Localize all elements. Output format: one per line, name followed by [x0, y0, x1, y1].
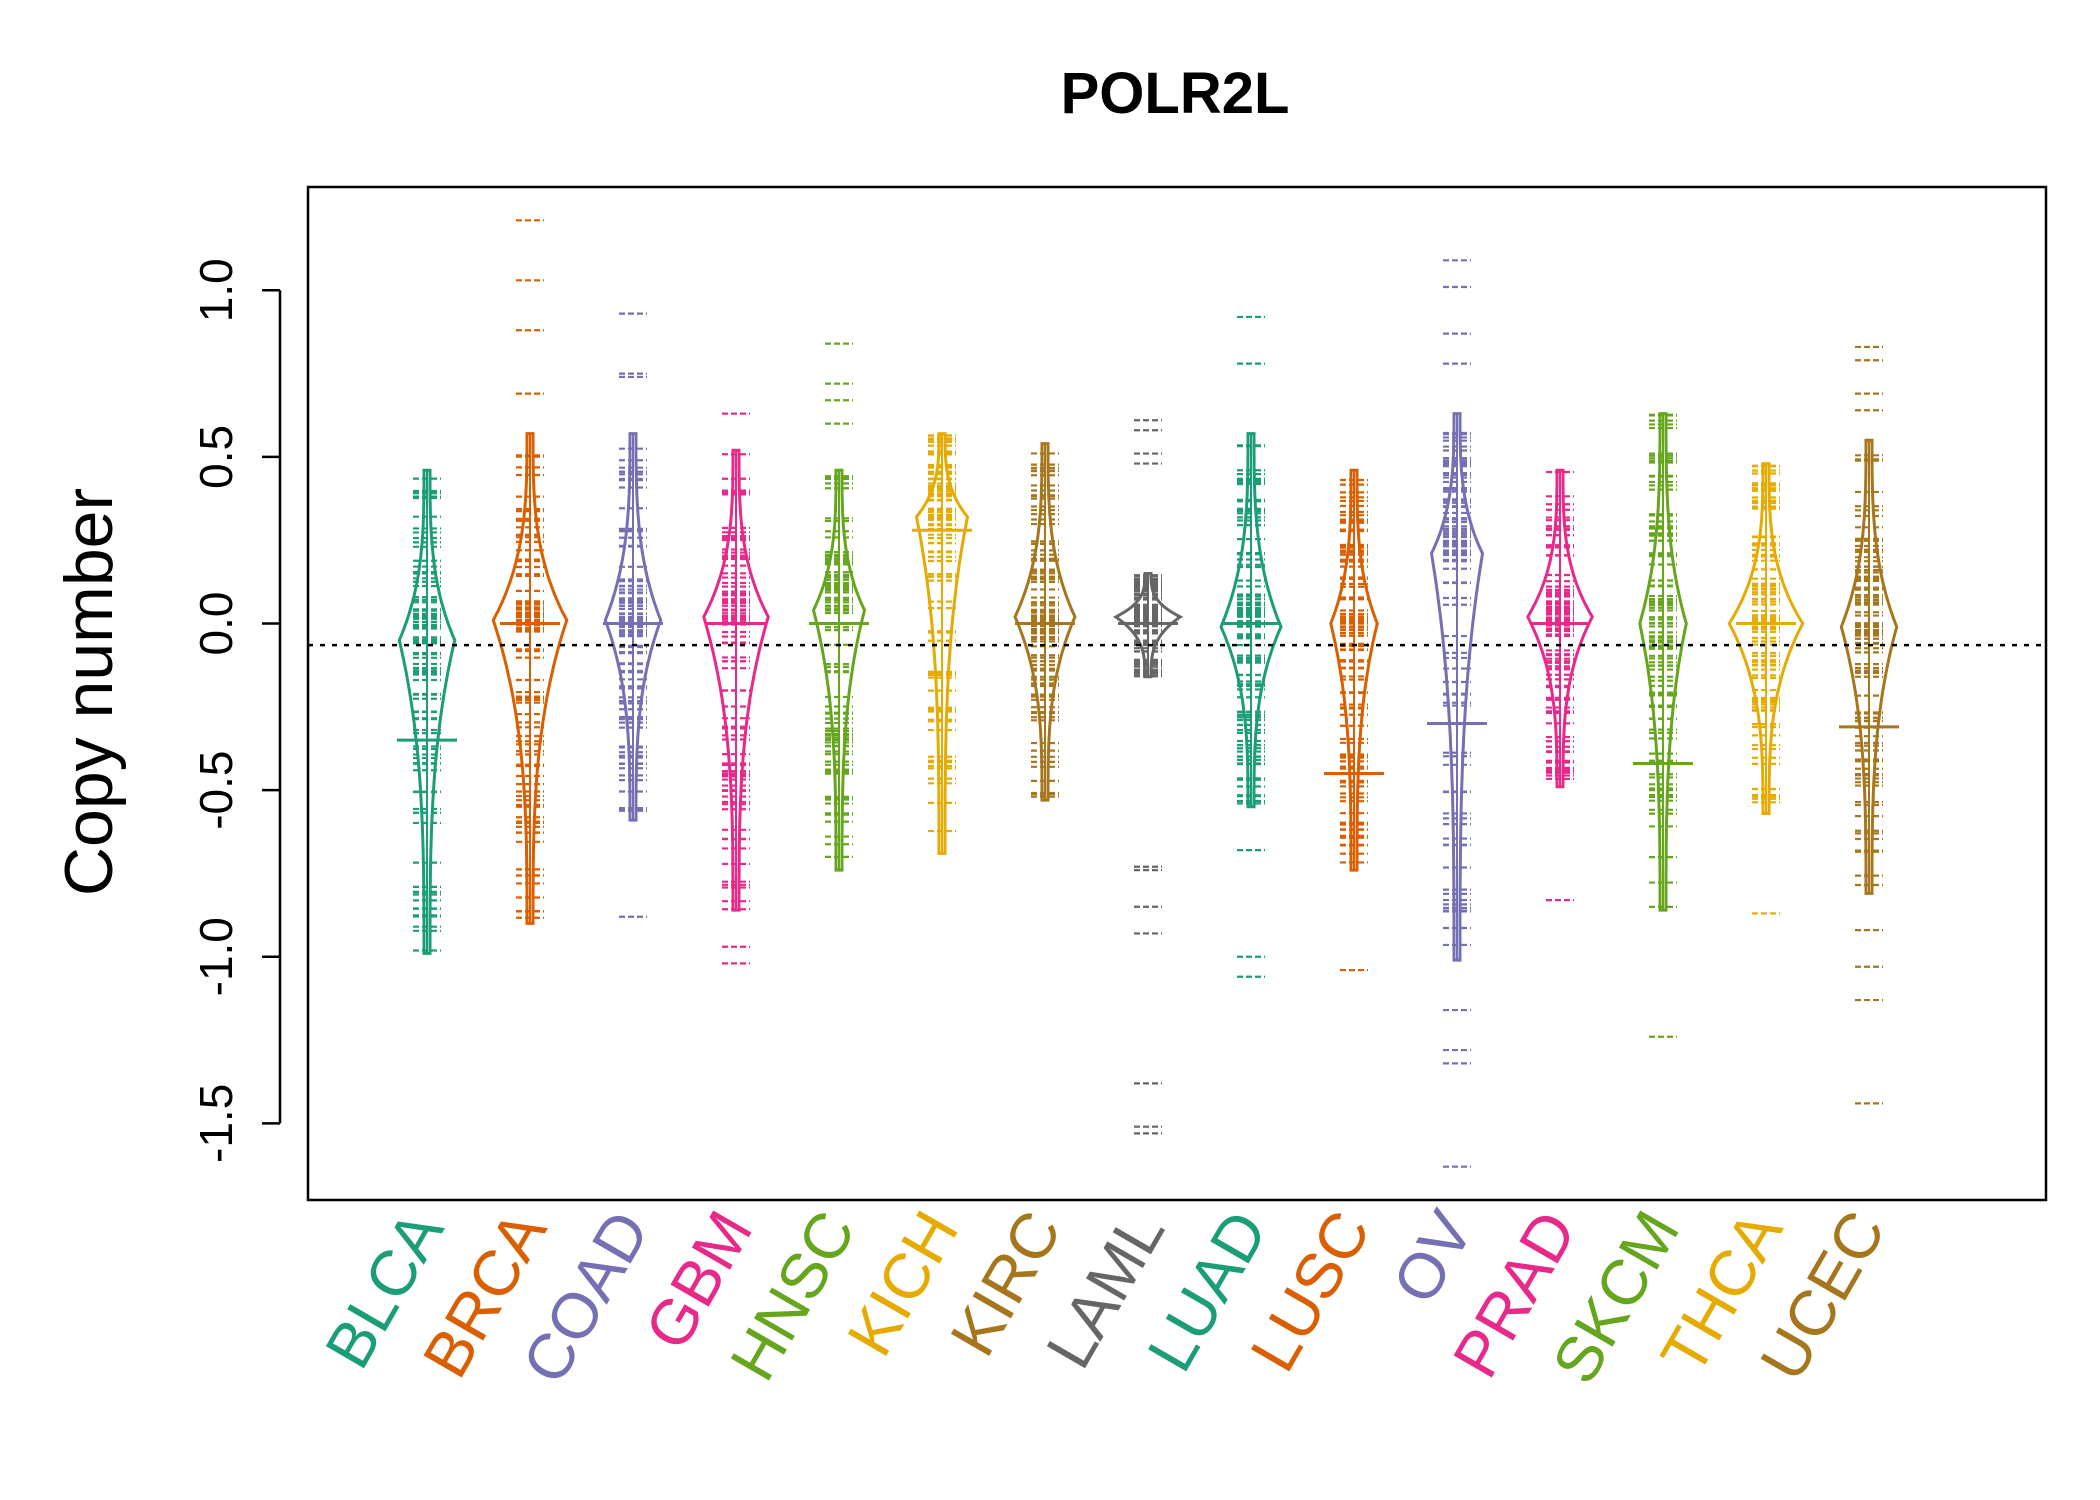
bean-thca: [1727, 462, 1805, 915]
bean-lusc: [1324, 468, 1384, 972]
bean-density-thca: [1727, 462, 1805, 815]
y-tick-label: 1.0: [190, 258, 242, 322]
bean-prad: [1526, 468, 1595, 902]
bean-skcm: [1633, 412, 1693, 1038]
bean-density-kirc: [1013, 442, 1077, 802]
y-tick-label: -0.5: [190, 751, 242, 830]
bean-hnsc: [809, 342, 869, 872]
y-tick-label: -1.0: [190, 917, 242, 996]
bean-density-prad: [1526, 468, 1595, 789]
bean-laml: [1112, 419, 1184, 1135]
bean-kich: [912, 432, 972, 855]
beans-layer: [397, 219, 1899, 1168]
bean-density-ov: [1429, 412, 1485, 962]
bean-blca: [397, 468, 457, 955]
y-axis-label: Copy number: [51, 488, 127, 896]
y-tick-label: 0.5: [190, 425, 242, 489]
chart-title: POLR2L: [1061, 61, 1290, 126]
bean-coad: [603, 312, 663, 918]
bean-ov: [1427, 259, 1487, 1168]
y-axis: -1.5 -1.0 -0.5 0.0 0.5 1.0: [190, 258, 282, 1163]
bean-luad: [1219, 315, 1283, 978]
bean-ucec: [1839, 345, 1899, 1105]
bean-density-lusc: [1329, 468, 1379, 872]
bean-brca: [491, 219, 569, 925]
bean-gbm: [702, 412, 770, 965]
y-tick-label: 0.0: [190, 592, 242, 656]
bean-kirc: [1013, 442, 1077, 802]
plot-frame: [306, 185, 2048, 1202]
y-tick-label: -1.5: [190, 1084, 242, 1163]
bean-density-coad: [603, 432, 663, 822]
